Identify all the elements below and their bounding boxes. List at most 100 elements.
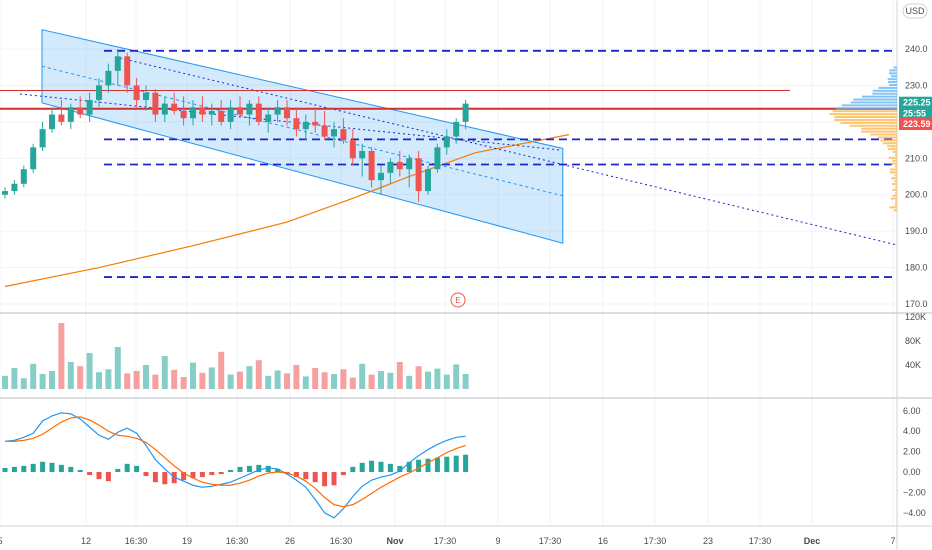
candle-body [359,151,365,158]
volume-profile-bar [861,128,897,130]
volume-profile-bar [834,116,897,118]
macd-tick-label: 6.00 [903,406,921,416]
macd-histogram-bar [12,467,17,472]
volume-bar [425,372,431,389]
volume-profile-bar [895,166,897,168]
time-tick-label: 12 [81,536,91,546]
candle-body [256,104,262,122]
volume-profile-bar [891,75,897,77]
volume-profile-bar [891,177,897,179]
macd-histogram-bar [115,469,120,472]
candle-body [21,169,27,184]
volume-bar [77,366,83,389]
candle-body [68,107,74,122]
volume-bar [340,369,346,389]
candle-body [115,56,121,71]
macd-histogram-bar [303,472,308,479]
volume-bar [303,376,309,389]
candle-body [105,71,111,86]
candle-body [181,111,187,118]
macd-indicator [3,413,469,518]
macd-histogram-bar [454,456,459,472]
candle-body [453,122,459,137]
price-tick-label: 240.0 [905,44,928,54]
candle-body [293,118,299,129]
volume-bar [143,365,149,389]
volume-bar [152,375,158,389]
volume-profile-bar [883,142,897,144]
volume-profile-bar [851,101,897,103]
volume-profile-bar [861,131,897,133]
volume-profile-bar [895,186,897,188]
volume-profile-bar [893,195,897,197]
volume-bar [369,375,375,389]
volume-profile-bar [880,139,897,141]
volume-profile-bar [850,125,897,127]
macd-histogram-bar [444,457,449,472]
volume-bar [181,377,187,389]
price-tick-label: 210.0 [905,153,928,163]
volume-bar [2,376,8,389]
candle-body [350,140,356,158]
candle-body [199,107,205,114]
volume-profile-bar [862,96,897,98]
candle-body [378,173,384,180]
macd-histogram-bar [125,464,130,472]
volume-bar [416,366,422,389]
macd-histogram-bar [416,460,421,472]
price-tick-label: 200.0 [905,190,928,200]
volume-bar [378,371,384,389]
volume-bar [199,373,205,389]
candle-body [434,147,440,169]
candle-body [425,169,431,191]
time-tick-label: 23 [703,536,713,546]
price-tick-label: 190.0 [905,226,928,236]
volume-bars [2,323,469,389]
time-tick-label: 16:30 [125,536,148,546]
volume-tick-label: 80K [905,336,921,346]
volume-profile-bar [895,201,897,203]
macd-tick-label: 4.00 [903,426,921,436]
candle-body [40,129,46,147]
volume-profile-bar [894,209,897,211]
earnings-label: E [455,296,460,305]
candle-body [152,93,158,115]
volume-bar [171,370,177,389]
volume-profile-bar [833,110,897,112]
volume-bar [293,365,299,389]
time-axis[interactable]: 5 12 16:30 19 16:30 26 16:30 Nov 17:30 9 17:30 16 17… [0,536,896,546]
earnings-marker[interactable]: E [451,293,465,307]
macd-histogram-bar [332,472,337,485]
candle-body [96,85,102,100]
macd-histogram-bar [40,462,45,472]
macd-tick-label: −2.00 [903,487,926,497]
macd-histogram-bar [209,472,214,475]
volume-profile-bar [836,107,897,109]
candle-body [416,158,422,191]
volume-bar [350,378,356,389]
volume-bar [68,362,74,389]
volume-bar [434,369,440,389]
volume-profile-bar [834,119,897,121]
volume-profile-bar [892,183,897,185]
volume-bar [397,362,403,389]
volume-profile-bar [842,104,897,106]
volume-profile-bar [894,174,897,176]
time-tick-label: 26 [285,536,295,546]
macd-tick-label: −4.00 [903,508,926,518]
candle-body [387,162,393,173]
macd-line [5,413,466,518]
time-tick-label: 5 [0,536,3,546]
candle-body [190,107,196,118]
macd-histogram-bar [200,472,205,477]
volume-profile-bar [870,134,897,136]
volume-bar [312,368,318,389]
volume-profile-bar [894,180,897,182]
volume-profile-bar [889,84,897,86]
volume-bar [162,356,168,389]
volume-bar [115,347,121,389]
volume-bar [58,323,64,389]
candle-body [11,184,17,191]
currency-button[interactable]: USD [903,4,927,18]
